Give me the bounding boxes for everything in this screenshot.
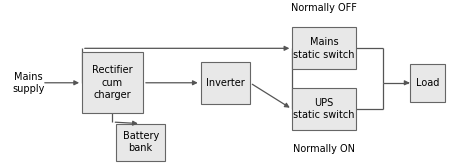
Text: Normally ON: Normally ON	[293, 144, 355, 154]
Text: UPS
static switch: UPS static switch	[293, 98, 355, 120]
Text: Mains
static switch: Mains static switch	[293, 37, 355, 60]
FancyBboxPatch shape	[292, 88, 356, 130]
Text: Normally OFF: Normally OFF	[291, 3, 357, 13]
Text: Battery
bank: Battery bank	[123, 131, 159, 153]
FancyBboxPatch shape	[82, 52, 143, 113]
FancyBboxPatch shape	[116, 124, 165, 161]
Text: Inverter: Inverter	[206, 78, 245, 88]
Text: Load: Load	[416, 78, 439, 88]
Text: Rectifier
cum
charger: Rectifier cum charger	[92, 65, 133, 100]
FancyBboxPatch shape	[410, 64, 445, 102]
Text: Mains
supply: Mains supply	[12, 72, 45, 94]
FancyBboxPatch shape	[292, 28, 356, 69]
FancyBboxPatch shape	[201, 62, 250, 104]
